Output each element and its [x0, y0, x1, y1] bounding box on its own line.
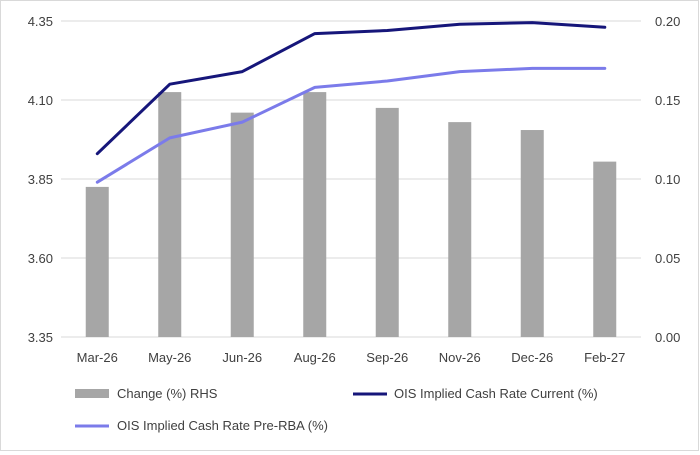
x-tick-label: Mar-26: [77, 350, 118, 365]
bar-dec-26: [520, 130, 544, 337]
x-tick-label: Dec-26: [511, 350, 553, 365]
line-ois-implied-cash-rate-current: [95, 21, 607, 156]
x-tick-label: Nov-26: [439, 350, 481, 365]
left-axis: 3.35 3.60 3.85 4.10 4.35: [28, 14, 53, 345]
line-series: [95, 21, 607, 184]
x-axis: Mar-26 May-26 Jun-26 Aug-26 Sep-26 Nov-26 Dec-…: [77, 350, 626, 365]
legend-item-current: OIS Implied Cash Rate Current (%): [353, 386, 598, 401]
left-tick-label: 4.10: [28, 93, 53, 108]
gridlines: [61, 20, 641, 338]
x-tick-label: Jun-26: [222, 350, 262, 365]
right-tick-label: 0.10: [655, 172, 680, 187]
legend: Change (%) RHS OIS Implied Cash Rate Cur…: [75, 386, 598, 433]
bar-may-26: [158, 92, 182, 337]
legend-swatch-change: [75, 389, 109, 398]
bar-series: [85, 92, 617, 338]
right-axis: 0.00 0.05 0.10 0.15 0.20: [655, 14, 680, 345]
bar-aug-26: [303, 92, 327, 337]
bar-nov-26: [448, 122, 472, 338]
left-tick-label: 3.35: [28, 330, 53, 345]
x-tick-label: Feb-27: [584, 350, 625, 365]
left-tick-label: 3.85: [28, 172, 53, 187]
bar-mar-26: [85, 186, 109, 337]
right-tick-label: 0.00: [655, 330, 680, 345]
right-tick-label: 0.20: [655, 14, 680, 29]
left-tick-label: 3.60: [28, 251, 53, 266]
legend-label-pre-rba: OIS Implied Cash Rate Pre-RBA (%): [117, 418, 328, 433]
right-tick-label: 0.15: [655, 93, 680, 108]
line-ois-implied-cash-rate-pre-rba: [95, 66, 607, 184]
x-tick-label: May-26: [148, 350, 191, 365]
x-tick-label: Sep-26: [366, 350, 408, 365]
bar-jun-26: [230, 112, 254, 337]
bar-sep-26: [375, 107, 399, 338]
left-tick-label: 4.35: [28, 14, 53, 29]
bar-feb-27: [593, 161, 617, 337]
right-tick-label: 0.05: [655, 251, 680, 266]
x-tick-label: Aug-26: [294, 350, 336, 365]
legend-item-change: Change (%) RHS: [75, 386, 218, 401]
legend-item-pre-rba: OIS Implied Cash Rate Pre-RBA (%): [75, 418, 328, 433]
legend-label-change: Change (%) RHS: [117, 386, 218, 401]
legend-label-current: OIS Implied Cash Rate Current (%): [394, 386, 598, 401]
